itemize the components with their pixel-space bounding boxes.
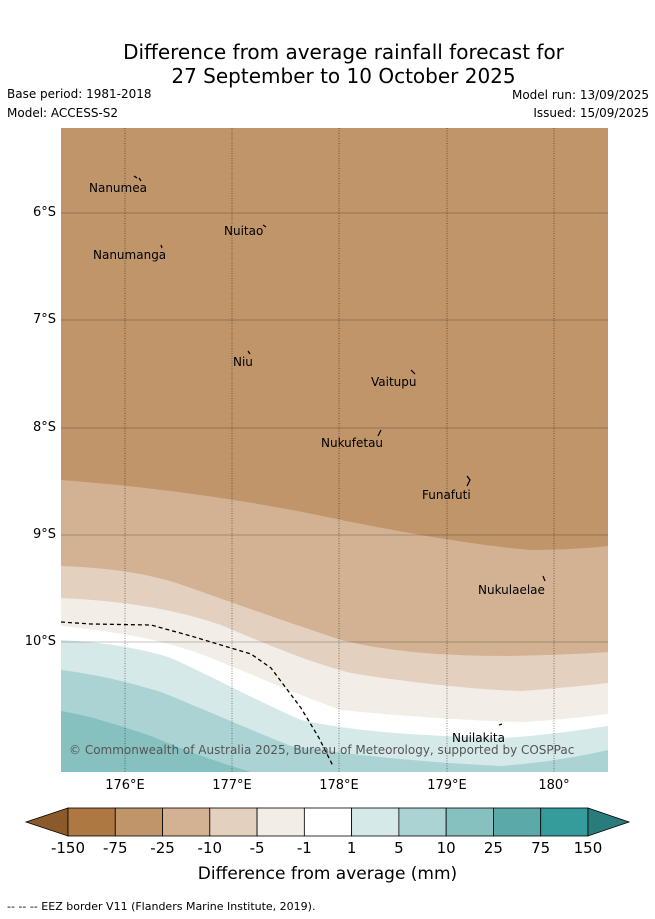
lon-label-176e: 176°E — [105, 778, 145, 793]
lon-label-180: 180° — [538, 778, 570, 793]
lon-label-179e: 179°E — [427, 778, 467, 793]
colorbar-cell — [162, 807, 211, 837]
colorbar-tick-label: -1 — [296, 839, 312, 857]
colorbar-cell — [303, 807, 353, 837]
base-period: Base period: 1981-2018 — [7, 87, 152, 101]
colorbar-tick-label: 1 — [346, 839, 357, 857]
nuilakita-outline — [498, 723, 503, 726]
eez-border — [61, 621, 334, 767]
colorbar-cells — [24, 807, 631, 837]
colorbar-tick-label: -75 — [103, 839, 128, 857]
island-label-nanumanga: Nanumanga — [93, 248, 166, 262]
colorbar-extend-high — [587, 807, 631, 837]
vaitupu-outline — [410, 369, 416, 375]
island-outlines — [133, 175, 546, 726]
island-label-nukufetau: Nukufetau — [321, 436, 383, 450]
colorbar-title: Difference from average (mm) — [197, 864, 458, 884]
nuitao-outline — [262, 224, 267, 228]
colorbar-tick-label: -150 — [50, 839, 86, 857]
band-plus25-plus75 — [61, 711, 251, 772]
colorbar-tick-label: -10 — [197, 839, 223, 857]
island-label-nuilakita: Nuilakita — [452, 731, 505, 745]
island-label-niu: Niu — [233, 355, 253, 369]
eez-footnote: -- -- -- EEZ border V11 (Flanders Marine… — [7, 900, 316, 913]
colorbar-tick-label: 75 — [531, 839, 551, 857]
band-plus10-plus25 — [61, 670, 608, 772]
lon-label-177e: 177°E — [212, 778, 252, 793]
island-label-funafuti: Funafuti — [422, 488, 471, 502]
nanumea-outline — [133, 175, 138, 179]
colorbar-tick-label: 150 — [573, 839, 603, 857]
colorbar-extend-low — [24, 807, 69, 837]
colorbar-cell — [493, 807, 542, 837]
colorbar-cell — [398, 807, 447, 837]
lat-label-10s: 10°S — [24, 634, 56, 649]
island-label-nukulaelae: Nukulaelae — [478, 583, 545, 597]
colorbar-cell — [67, 807, 116, 837]
colorbar-tick-label: 10 — [436, 839, 456, 857]
niu-outline — [247, 350, 251, 355]
model-name: Model: ACCESS-S2 — [7, 106, 119, 120]
lat-gridlines — [61, 212, 608, 643]
colorbar-cell — [256, 807, 305, 837]
copyright-notice: © Commonwealth of Australia 2025, Bureau… — [69, 743, 574, 757]
colorbar-tick-label: -25 — [150, 839, 175, 857]
island-label-vaitupu: Vaitupu — [371, 375, 417, 389]
title-line-1: Difference from average rainfall forecas… — [123, 40, 564, 64]
colorbar-tick-label: -5 — [249, 839, 265, 857]
colorbar-cell — [540, 807, 589, 837]
nanumea-outline-2 — [138, 177, 142, 182]
lon-label-178e: 178°E — [319, 778, 359, 793]
island-label-nuitao: Nuitao — [224, 224, 263, 238]
colorbar-cell — [351, 807, 400, 837]
colorbar-cell — [209, 807, 258, 837]
colorbar-cell — [114, 807, 163, 837]
lat-label-8s: 8°S — [32, 420, 56, 435]
title-line-2: 27 September to 10 October 2025 — [171, 64, 516, 88]
lat-label-9s: 9°S — [32, 527, 56, 542]
island-labels: Nanumea Nuitao Nanumanga Niu Vaitupu Nuk… — [89, 181, 545, 745]
funafuti-outline — [466, 475, 471, 487]
nanumanga-outline — [160, 244, 163, 249]
model-run: Model run: 13/09/2025 — [511, 88, 649, 102]
colorbar-tick-label: 5 — [394, 839, 404, 857]
lat-label-6s: 6°S — [32, 205, 56, 220]
colorbar — [24, 807, 631, 837]
map-title: Difference from average rainfall forecas… — [0, 40, 655, 88]
lat-label-7s: 7°S — [32, 312, 56, 327]
rainfall-map: Nanumea Nuitao Nanumanga Niu Vaitupu Nuk… — [61, 128, 608, 772]
island-label-nanumea: Nanumea — [89, 181, 147, 195]
colorbar-cell — [445, 807, 494, 837]
colorbar-tick-label: 25 — [483, 839, 503, 857]
nukulaelae-outline — [542, 575, 546, 582]
issued-date: Issued: 15/09/2025 — [533, 106, 649, 120]
nukufetau-outline — [377, 429, 382, 437]
